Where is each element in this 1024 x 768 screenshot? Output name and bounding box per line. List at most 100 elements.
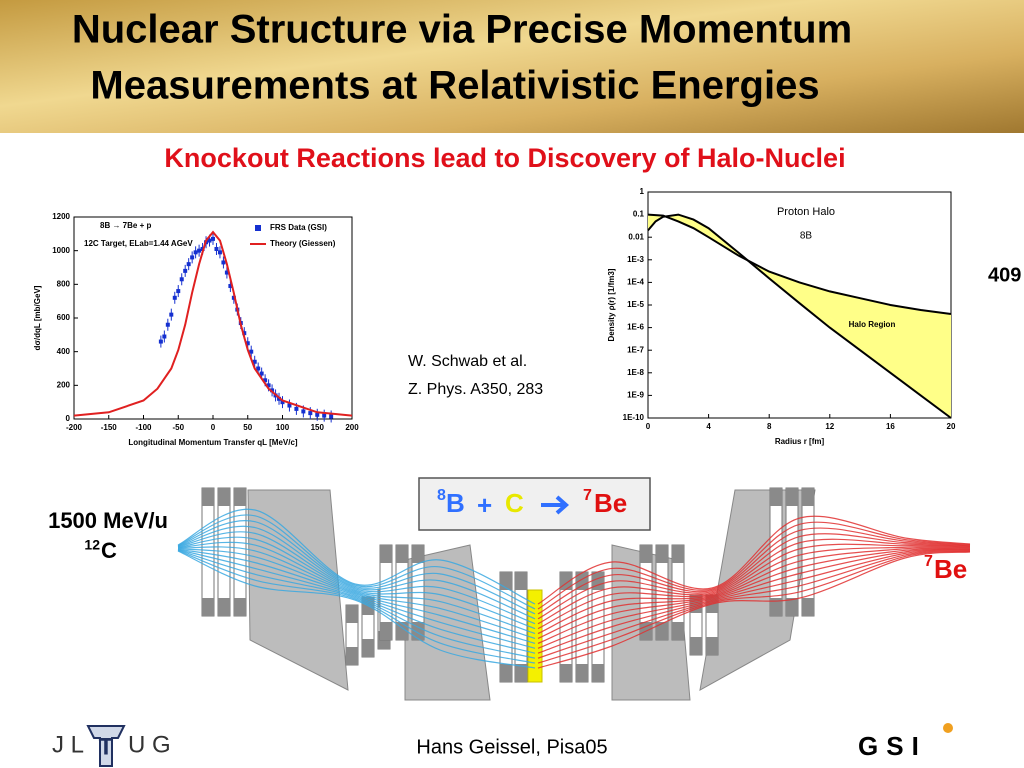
- quadrupole-pole: [412, 622, 424, 640]
- data-point: [162, 334, 167, 339]
- quadrupole-pole: [576, 572, 588, 590]
- data-point: [207, 238, 212, 243]
- y-tick-label: 1E-8: [627, 368, 644, 377]
- quadrupole-pole: [396, 545, 408, 563]
- logo-shield: [86, 725, 126, 767]
- logo-text: U G: [128, 731, 171, 758]
- annotation: Proton Halo: [777, 206, 835, 218]
- y-tick-label: 1: [640, 187, 645, 196]
- y-tick-label: 0: [66, 414, 71, 423]
- fragment-ray: [537, 515, 971, 605]
- x-tick-label: 50: [243, 423, 252, 432]
- quadrupole-pole: [592, 572, 604, 590]
- data-point: [197, 248, 202, 253]
- data-point: [308, 411, 313, 416]
- quadrupole-pole: [515, 664, 527, 682]
- x-tick-label: -100: [135, 423, 152, 432]
- fragment-ray: [537, 550, 971, 659]
- fragment-ray: [537, 547, 971, 640]
- quadrupole-pole: [802, 598, 814, 616]
- reference: Z. Phys. A350, 283: [408, 381, 543, 398]
- data-point: [259, 371, 264, 376]
- header-band: [0, 0, 1024, 133]
- data-point: [221, 260, 226, 265]
- y-tick-label: 1E-7: [627, 345, 644, 354]
- beam-ray: [177, 550, 536, 669]
- x-tick-label: -200: [66, 423, 83, 432]
- fragment-ray: [537, 543, 971, 630]
- quadrupole-pole: [656, 545, 668, 563]
- data-point: [315, 412, 320, 417]
- y-tick-label: 0.01: [628, 232, 644, 241]
- fragment-ray: [537, 550, 971, 664]
- data-point: [176, 289, 181, 294]
- fragment-ray: [537, 533, 971, 620]
- fragment-ray: [537, 538, 971, 625]
- quadrupole-pole: [672, 622, 684, 640]
- beam-ray: [177, 525, 536, 620]
- x-tick-label: 4: [706, 422, 711, 431]
- y-tick-label: 0.1: [633, 210, 645, 219]
- data-point: [214, 246, 219, 251]
- beam-mass: 12: [84, 537, 100, 553]
- fragment-ray: [537, 549, 971, 654]
- quadrupole-pole: [592, 664, 604, 682]
- fill-band: [648, 214, 951, 418]
- quadrupole-pole: [218, 598, 230, 616]
- fragment-ray: [537, 527, 971, 615]
- dipole-magnet: [404, 544, 491, 701]
- curve: [73, 230, 353, 417]
- beam-ray: [177, 514, 536, 610]
- spectrometer: [177, 487, 971, 701]
- beam-ray: [177, 549, 536, 664]
- data-point: [224, 270, 229, 275]
- data-point: [252, 359, 257, 364]
- y-tick-label: 1E-3: [627, 255, 644, 264]
- data-point: [322, 413, 327, 418]
- y-tick-label: 1E-5: [627, 300, 644, 309]
- x-tick-label: 16: [886, 422, 895, 431]
- edge-text: 409: [988, 264, 1021, 286]
- quadrupole-pole: [770, 488, 782, 506]
- beam-element: C: [101, 538, 117, 563]
- annotation: 12C Target, ELab=1.44 AGeV: [84, 239, 193, 248]
- quadrupole-pole: [396, 622, 408, 640]
- fragment-element: Be: [934, 554, 967, 584]
- beam-ray: [177, 548, 536, 649]
- data-point: [287, 403, 292, 408]
- logo-text: T: [99, 733, 114, 760]
- reaction-product: Be: [594, 488, 627, 518]
- quadrupole-pole: [576, 664, 588, 682]
- quadrupole-pole: [656, 622, 668, 640]
- beam-ray: [177, 520, 536, 615]
- y-tick-label: 600: [57, 313, 71, 322]
- quadrupole: [201, 487, 215, 617]
- x-tick-label: 100: [276, 423, 290, 432]
- beam-ray: [177, 508, 536, 605]
- data-point: [217, 250, 222, 255]
- x-tick-label: 200: [345, 423, 359, 432]
- fragment-ray: [537, 521, 971, 610]
- legend-label: Theory (Giessen): [270, 239, 336, 248]
- x-tick-label: 0: [211, 423, 216, 432]
- fragment-ray: [537, 551, 971, 669]
- quadrupole-pole: [362, 639, 374, 657]
- quadrupole-pole: [202, 488, 214, 506]
- quadrupole: [233, 487, 247, 617]
- beam-ray: [177, 531, 536, 625]
- data-point: [245, 341, 250, 346]
- data-point: [169, 312, 174, 317]
- curve: [647, 213, 952, 315]
- y-tick-label: 1E-6: [627, 323, 644, 332]
- data-point: [228, 284, 233, 289]
- beam-ray: [177, 549, 536, 659]
- data-point: [183, 268, 188, 273]
- y-tick-label: 1E-10: [623, 413, 645, 422]
- x-axis-label: Radius r [fm]: [775, 437, 825, 446]
- quadrupole-pole: [786, 598, 798, 616]
- quadrupole-pole: [234, 488, 246, 506]
- beam-ray: [177, 536, 536, 630]
- chart: -200 -150 -100 -50 0 50 100 150 200 0 200 400 600 800…: [30, 190, 360, 455]
